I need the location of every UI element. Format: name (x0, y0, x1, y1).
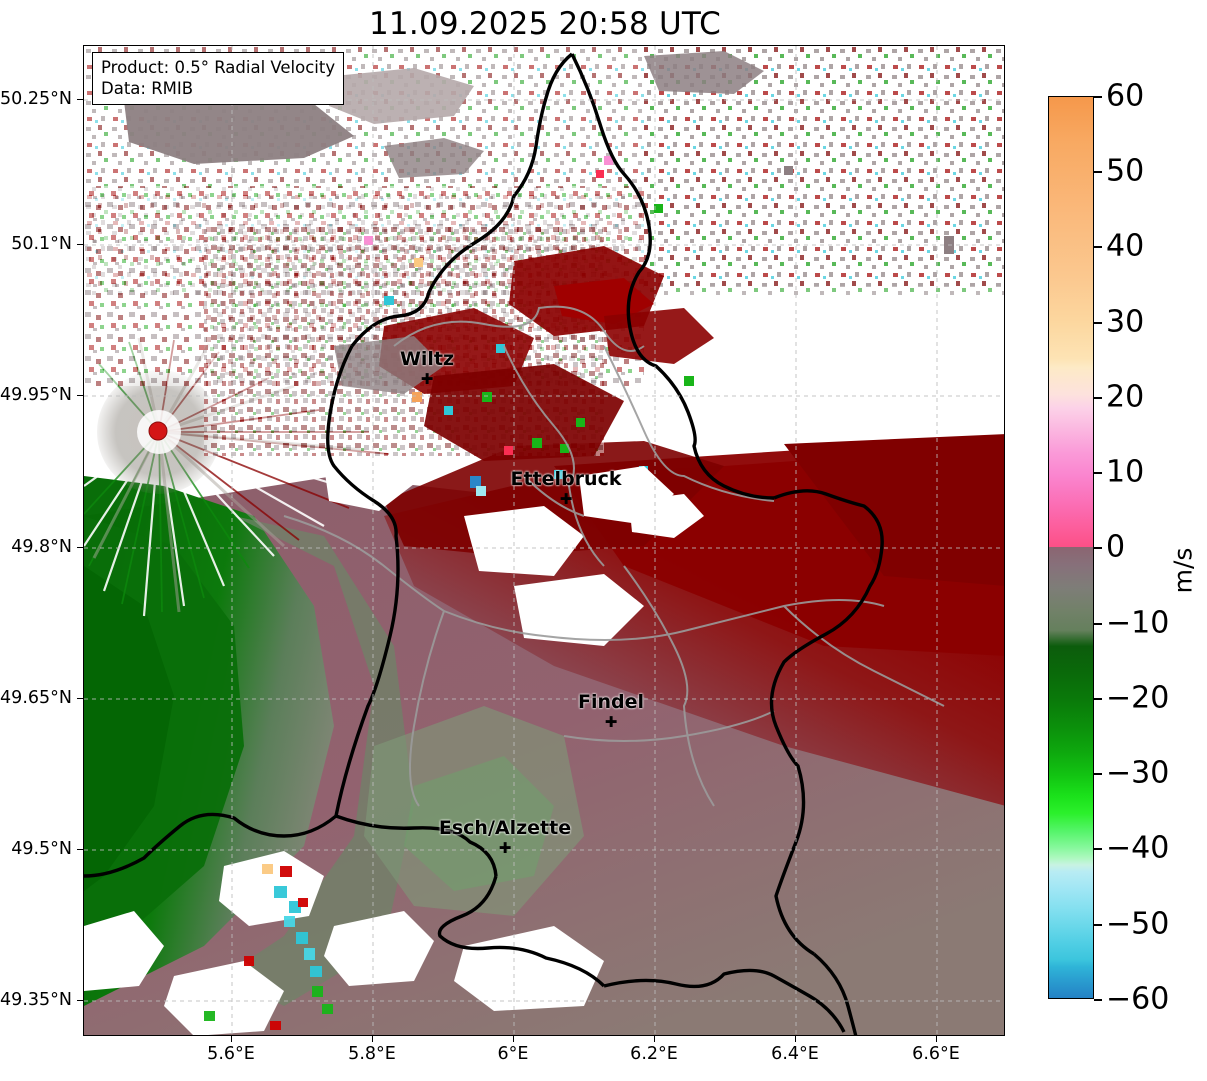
x-tick-label: 6.6°E (912, 1044, 960, 1064)
colorbar-tick-label: 40 (1106, 228, 1145, 264)
x-tick-label: 6.2°E (630, 1044, 678, 1064)
radar-site-marker[interactable] (148, 421, 168, 441)
colorbar-tick-label: −10 (1106, 605, 1170, 641)
radar-raster (84, 46, 1004, 1035)
y-tick-label: 49.65°N (0, 688, 72, 708)
colorbar-tick-label: 50 (1106, 153, 1145, 189)
colorbar-tick-label: −20 (1106, 680, 1170, 716)
x-tick-label: 5.8°E (348, 1044, 396, 1064)
colorbar-tick-label: −40 (1106, 830, 1170, 866)
colorbar-tick-label: 0 (1106, 529, 1126, 565)
y-tick-label: 49.95°N (0, 385, 72, 405)
colorbar-tick-label: 60 (1106, 78, 1145, 114)
colorbar-tick-label: 10 (1106, 454, 1145, 490)
x-tick-label: 6.4°E (771, 1044, 819, 1064)
colorbar-gradient-negative (1049, 547, 1093, 998)
y-tick-label: 49.5°N (11, 839, 72, 859)
y-axis: 50.25°N 50.1°N 49.95°N 49.8°N 49.65°N 49… (0, 0, 83, 1081)
y-tick-label: 49.35°N (0, 990, 72, 1010)
colorbar-unit-label: m/s (1168, 547, 1198, 594)
radar-velocity-field (84, 46, 1004, 1035)
velocity-colorbar-negative (1048, 547, 1094, 999)
info-product-line: Product: 0.5° Radial Velocity (101, 58, 336, 77)
y-tick-label: 50.25°N (0, 89, 72, 109)
y-tick-label: 50.1°N (11, 234, 72, 254)
info-data-line: Data: RMIB (101, 79, 194, 99)
map-plot-area[interactable] (83, 45, 1005, 1036)
y-tick-label: 49.8°N (11, 537, 72, 557)
page-title: 11.09.2025 20:58 UTC (369, 6, 721, 42)
colorbar-tick-label: 20 (1106, 379, 1145, 415)
colorbar-tick-label: 30 (1106, 304, 1145, 340)
x-tick-label: 6°E (497, 1044, 529, 1064)
colorbar-tick-label: −60 (1106, 981, 1170, 1017)
x-tick-label: 5.6°E (207, 1044, 255, 1064)
colorbar-tick-label: −30 (1106, 755, 1170, 791)
colorbar-tick-label: −50 (1106, 906, 1170, 942)
product-info-box: Product: 0.5° Radial Velocity Data: RMIB (92, 52, 345, 106)
